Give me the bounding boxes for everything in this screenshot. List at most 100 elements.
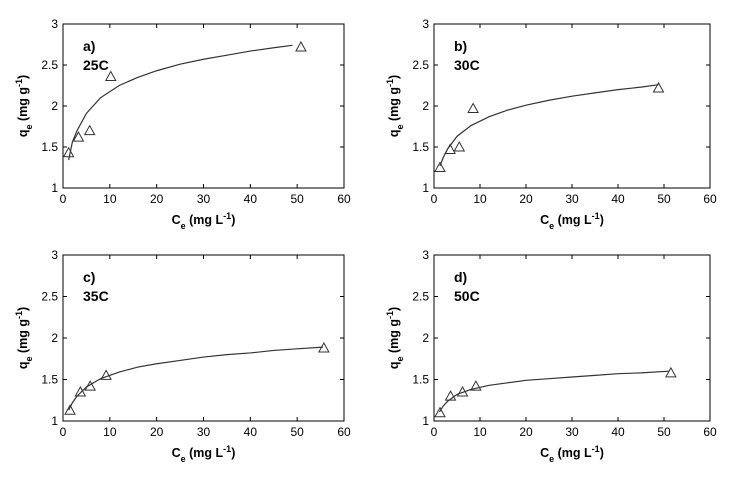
- y-axis-label-subscript: e: [395, 125, 405, 130]
- x-axis-label-superscript: -1: [592, 444, 600, 454]
- x-tick-label: 10: [103, 425, 117, 439]
- y-tick-label: 1.5: [41, 140, 58, 154]
- y-tick-label: 1: [422, 181, 429, 195]
- data-point-triangle: [104, 70, 117, 81]
- x-tick-label: 30: [197, 192, 211, 206]
- y-tick-label: 1: [51, 181, 58, 195]
- data-point-triangle: [64, 404, 76, 415]
- x-axis-label-subscript: e: [549, 454, 554, 464]
- y-tick-label: 2.5: [41, 58, 58, 72]
- y-axis-label-symbol: q: [16, 130, 30, 138]
- y-axis-label: qe (mg g-1): [14, 307, 34, 369]
- x-tick-label: 0: [60, 192, 67, 206]
- x-axis-label-superscript: -1: [592, 211, 600, 221]
- x-tick-label: 0: [431, 192, 438, 206]
- x-axis-label-unit-close: ): [231, 446, 235, 460]
- data-point-triangle: [470, 380, 482, 391]
- y-axis-label: qe (mg g-1): [385, 307, 405, 369]
- x-axis-label-unit-close: ): [600, 446, 604, 460]
- y-axis-label-superscript: -1: [14, 79, 24, 87]
- y-tick-label: 3: [51, 17, 58, 31]
- panel-letter: a): [83, 38, 95, 54]
- x-tick-label: 60: [337, 192, 351, 206]
- x-axis-label: Ce (mg L-1): [172, 211, 236, 231]
- x-tick-label: 50: [290, 192, 304, 206]
- x-axis-label-symbol: C: [172, 446, 181, 460]
- y-tick-label: 2.5: [41, 290, 58, 304]
- y-tick-label: 1.5: [412, 140, 429, 154]
- data-point-triangle: [100, 369, 112, 380]
- x-tick-label: 20: [150, 192, 164, 206]
- y-axis-label-subscript: e: [24, 125, 34, 130]
- y-axis-label-subscript: e: [395, 357, 405, 362]
- temperature-label: 25C: [83, 57, 109, 73]
- x-axis-label-subscript: e: [181, 221, 186, 231]
- y-axis-label-symbol: q: [387, 130, 401, 138]
- data-point-triangle: [444, 390, 457, 401]
- x-tick-label: 20: [519, 425, 533, 439]
- x-axis-label-superscript: -1: [223, 444, 231, 454]
- data-point-triangle: [434, 161, 446, 172]
- y-tick-label: 1: [422, 414, 429, 428]
- x-axis-label-unit-close: ): [600, 213, 604, 227]
- y-tick-label: 2: [422, 99, 429, 113]
- x-tick-label: 60: [703, 425, 717, 439]
- data-point-triangle: [62, 146, 75, 158]
- temperature-label: 50C: [454, 288, 480, 304]
- x-tick-label: 10: [103, 192, 117, 206]
- plot-frame: [62, 254, 345, 422]
- x-axis-label: Ce (mg L-1): [540, 211, 604, 231]
- plot-frame: [62, 23, 345, 189]
- x-tick-label: 40: [611, 192, 625, 206]
- x-axis-label-subscript: e: [549, 221, 554, 231]
- x-axis-label-subscript: e: [181, 454, 186, 464]
- x-tick-label: 0: [60, 425, 67, 439]
- y-axis-label-unit: (mg g: [16, 319, 30, 357]
- y-tick-label: 2: [51, 99, 58, 113]
- x-axis-label-symbol: C: [540, 446, 549, 460]
- y-axis-label: qe (mg g-1): [385, 75, 405, 137]
- x-axis-label-unit: (mg L: [554, 213, 592, 227]
- x-tick-label: 40: [244, 425, 258, 439]
- y-tick-label: 3: [422, 248, 429, 262]
- data-point-triangle: [295, 40, 307, 52]
- y-axis-label: qe (mg g-1): [14, 75, 34, 137]
- x-tick-label: 20: [519, 192, 533, 206]
- y-axis-label-subscript: e: [24, 357, 34, 362]
- y-axis-label-superscript: -1: [14, 311, 24, 319]
- x-axis-label-unit: (mg L: [186, 446, 224, 460]
- y-tick-label: 2: [422, 331, 429, 345]
- y-axis-label-unit-close: ): [387, 307, 401, 311]
- x-tick-label: 30: [197, 425, 211, 439]
- isotherm-fit-line: [439, 370, 669, 413]
- y-axis-label-superscript: -1: [385, 79, 395, 87]
- y-axis-label-symbol: q: [387, 362, 401, 370]
- y-axis-label-unit-close: ): [16, 75, 30, 79]
- data-point-triangle: [467, 102, 479, 113]
- x-tick-label: 30: [565, 192, 579, 206]
- y-axis-label-unit: (mg g: [16, 87, 30, 125]
- y-axis-label-unit: (mg g: [387, 319, 401, 357]
- x-axis-label-symbol: C: [540, 213, 549, 227]
- x-tick-label: 20: [150, 425, 164, 439]
- x-axis-label-unit-close: ): [231, 213, 235, 227]
- x-tick-label: 50: [657, 192, 671, 206]
- x-axis-label-symbol: C: [172, 213, 181, 227]
- plot-frame: [433, 254, 711, 422]
- x-axis-label-superscript: -1: [223, 211, 231, 221]
- y-axis-label-unit: (mg g: [387, 87, 401, 125]
- y-tick-label: 1.5: [412, 373, 429, 387]
- x-tick-label: 50: [290, 425, 304, 439]
- data-point-triangle: [74, 385, 87, 397]
- plot-frame: [433, 23, 711, 189]
- x-axis-label: Ce (mg L-1): [540, 444, 604, 464]
- x-tick-label: 10: [473, 425, 487, 439]
- x-axis-label-unit: (mg L: [554, 446, 592, 460]
- x-tick-label: 60: [703, 192, 717, 206]
- y-tick-label: 3: [51, 248, 58, 262]
